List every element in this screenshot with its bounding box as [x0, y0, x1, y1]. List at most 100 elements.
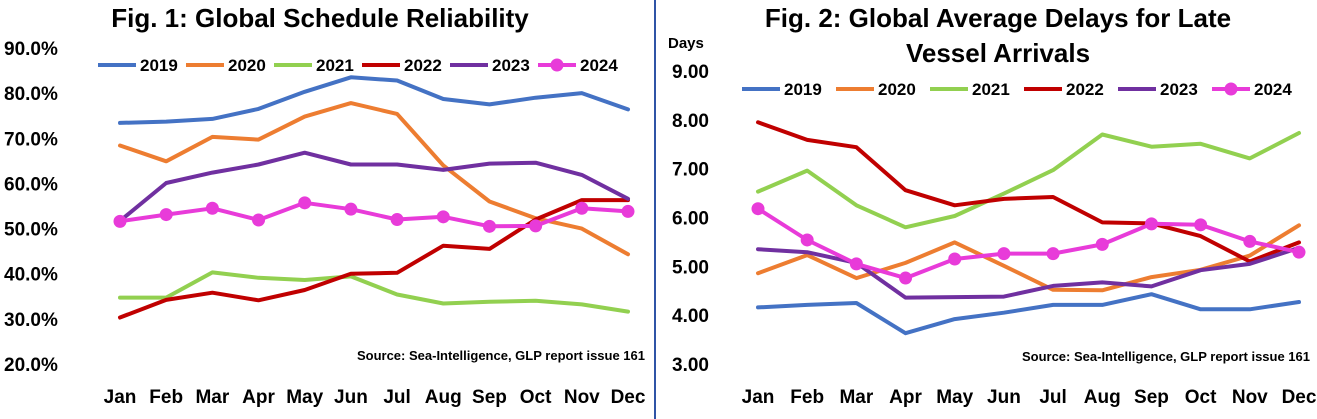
y-tick-label: 8.00 [672, 111, 709, 132]
y-tick-label: 9.00 [672, 62, 709, 83]
x-tick-label: May [286, 387, 323, 408]
data-point-2024 [1095, 237, 1109, 251]
x-tick-label: Jun [334, 387, 368, 408]
x-tick-label: Dec [1282, 387, 1317, 408]
x-tick-label: Mar [839, 387, 873, 408]
data-point-2024 [205, 201, 219, 215]
y-tick-label: 20.0% [4, 355, 58, 376]
x-tick-label: Jul [1039, 387, 1066, 408]
data-point-2024 [800, 233, 814, 247]
legend-label-2019: 2019 [140, 56, 178, 75]
series-line-2024 [756, 206, 1301, 281]
x-tick-label: Jul [383, 387, 410, 408]
chart-title-line-1: Fig. 2: Global Average Delays for Late [765, 3, 1231, 33]
x-tick-label: Apr [889, 387, 922, 408]
data-point-2024 [621, 204, 635, 218]
legend-label-2023: 2023 [492, 56, 530, 75]
legend-label-2019: 2019 [784, 80, 822, 99]
x-tick-label: Aug [1084, 387, 1121, 408]
series-line-2022 [118, 198, 630, 320]
data-point-2024 [159, 208, 173, 222]
data-point-2024 [252, 213, 266, 227]
x-tick-label: Apr [242, 387, 275, 408]
y-tick-label: 3.00 [672, 355, 709, 376]
x-tick-label: Feb [149, 387, 183, 408]
series-line-2019 [118, 75, 630, 125]
y-tick-label: 4.00 [672, 306, 709, 327]
data-point-2024 [849, 257, 863, 271]
data-point-2024 [436, 210, 450, 224]
source-note: Source: Sea-Intelligence, GLP report iss… [1022, 349, 1310, 364]
data-point-2024 [529, 219, 543, 233]
data-point-2024 [344, 202, 358, 216]
data-point-2024 [751, 202, 765, 216]
data-point-2024 [390, 213, 404, 227]
legend: 2019 2020 2021 2022 2023 2024 [98, 56, 618, 75]
y-tick-label: 40.0% [4, 265, 58, 286]
data-point-2024 [1243, 234, 1257, 248]
schedule-reliability-chart: Fig. 1: Global Schedule Reliability 2019… [4, 3, 646, 408]
legend-label-2024: 2024 [1254, 80, 1292, 99]
series-line-2019 [756, 292, 1301, 336]
data-point-2024 [1046, 247, 1060, 261]
legend-label-2022: 2022 [1066, 80, 1104, 99]
series-line-2022 [756, 120, 1301, 264]
source-note: Source: Sea-Intelligence, GLP report iss… [357, 348, 645, 363]
x-axis-ticks: Jan Feb Mar Apr May Jun Jul Aug Sep Oct Nov Dec [742, 387, 1317, 408]
y-tick-label: 6.00 [672, 209, 709, 230]
chart-panel-average-delays: Fig. 2: Global Average Delays for Late V… [658, 0, 1317, 419]
series-line-2021 [756, 131, 1301, 230]
x-tick-label: Nov [1232, 387, 1268, 408]
series-line-2023 [118, 150, 630, 223]
x-tick-label: Mar [195, 387, 229, 408]
y-axis-label: Days [668, 35, 704, 52]
x-tick-label: Jun [987, 387, 1021, 408]
y-tick-label: 50.0% [4, 220, 58, 241]
y-tick-label: 80.0% [4, 84, 58, 105]
x-tick-label: Sep [1134, 387, 1169, 408]
legend-marker-2024 [550, 58, 564, 72]
x-tick-label: Oct [520, 387, 552, 408]
data-point-2024 [899, 271, 913, 285]
y-tick-label: 90.0% [4, 39, 58, 60]
data-point-2024 [482, 219, 496, 233]
x-tick-label: Nov [564, 387, 600, 408]
legend-label-2020: 2020 [878, 80, 916, 99]
y-tick-label: 7.00 [672, 160, 709, 181]
x-tick-label: Jan [742, 387, 775, 408]
data-point-2024 [997, 247, 1011, 261]
y-tick-label: 70.0% [4, 129, 58, 150]
x-tick-label: Aug [425, 387, 462, 408]
legend-label-2024: 2024 [580, 56, 618, 75]
data-point-2024 [298, 196, 312, 210]
data-point-2024 [113, 214, 127, 228]
chart-title-line-2: Vessel Arrivals [906, 38, 1090, 68]
series-lines [113, 75, 635, 320]
data-point-2024 [1144, 217, 1158, 231]
data-point-2024 [1292, 245, 1306, 259]
legend-label-2021: 2021 [316, 56, 354, 75]
legend-label-2022: 2022 [404, 56, 442, 75]
data-point-2024 [1194, 218, 1208, 232]
y-axis-ticks: 3.00 4.00 5.00 6.00 7.00 8.00 9.00 [672, 62, 709, 376]
x-tick-label: Dec [611, 387, 646, 408]
average-delays-chart: Fig. 2: Global Average Delays for Late V… [668, 3, 1317, 408]
chart-panel-schedule-reliability: Fig. 1: Global Schedule Reliability 2019… [0, 0, 656, 419]
x-tick-label: May [936, 387, 973, 408]
x-tick-label: Oct [1185, 387, 1217, 408]
legend-label-2023: 2023 [1160, 80, 1198, 99]
data-point-2024 [575, 201, 589, 215]
y-tick-label: 30.0% [4, 310, 58, 331]
legend-label-2021: 2021 [972, 80, 1010, 99]
x-tick-label: Feb [790, 387, 824, 408]
x-tick-label: Sep [472, 387, 507, 408]
legend-marker-2024 [1224, 82, 1238, 96]
series-line-2020 [118, 101, 630, 257]
data-point-2024 [948, 252, 962, 266]
series-lines [751, 120, 1306, 336]
series-line-2024 [118, 200, 630, 229]
x-axis-ticks: Jan Feb Mar Apr May Jun Jul Aug Sep Oct Nov Dec [104, 387, 646, 408]
legend: 2019 2020 2021 2022 2023 2024 [742, 80, 1292, 99]
chart-title: Fig. 1: Global Schedule Reliability [111, 3, 529, 33]
x-tick-label: Jan [104, 387, 137, 408]
